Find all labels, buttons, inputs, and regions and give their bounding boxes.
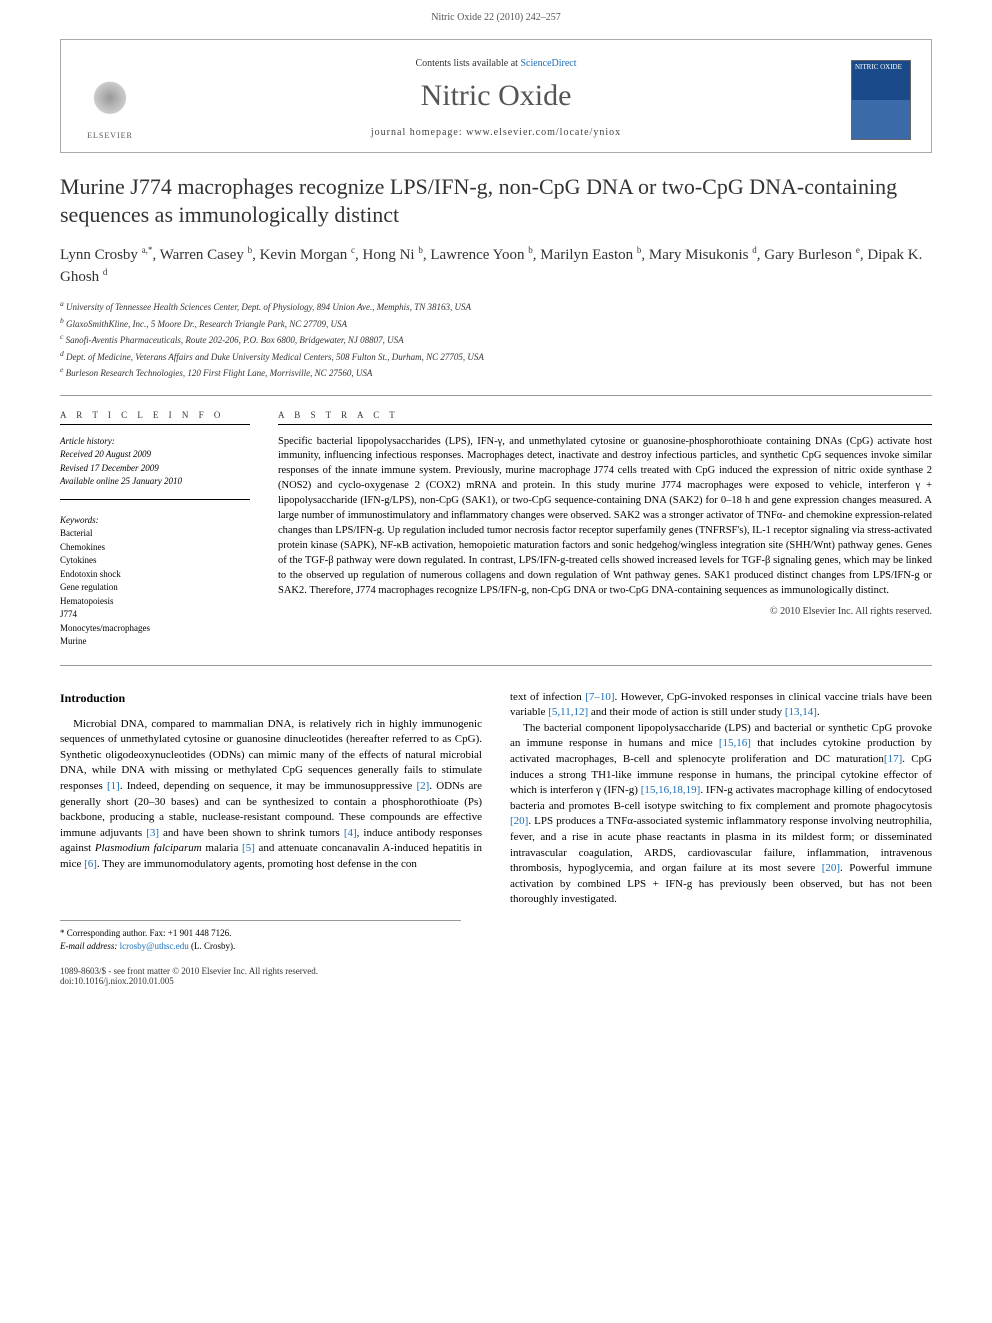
journal-homepage: journal homepage: www.elsevier.com/locat…: [81, 127, 911, 138]
contents-line: Contents lists available at ScienceDirec…: [81, 58, 911, 69]
page-footer: 1089-8603/$ - see front matter © 2010 El…: [0, 952, 992, 1006]
citation-link[interactable]: [20]: [822, 862, 840, 874]
elsevier-logo-text: ELSEVIER: [87, 131, 133, 140]
citation-link[interactable]: [20]: [510, 815, 528, 827]
abstract-copyright: © 2010 Elsevier Inc. All rights reserved…: [278, 606, 932, 617]
revised-date: Revised 17 December 2009: [60, 462, 250, 476]
received-date: Received 20 August 2009: [60, 448, 250, 462]
online-date: Available online 25 January 2010: [60, 475, 250, 489]
keyword: Endotoxin shock: [60, 568, 250, 582]
corr-fax: * Corresponding author. Fax: +1 901 448 …: [60, 927, 461, 940]
abstract-heading: A B S T R A C T: [278, 410, 932, 425]
email-label: E-mail address:: [60, 941, 120, 951]
corr-email-line: E-mail address: lcrosby@uthsc.edu (L. Cr…: [60, 940, 461, 953]
citation-link[interactable]: [4]: [344, 827, 357, 839]
intro-paragraph: text of infection [7–10]. However, CpG-i…: [510, 690, 932, 721]
keyword: Monocytes/macrophages: [60, 622, 250, 636]
article-history: Article history: Received 20 August 2009…: [60, 435, 250, 500]
affiliations: a University of Tennessee Health Science…: [60, 298, 932, 396]
elsevier-tree-icon: [86, 81, 134, 129]
keywords-block: Keywords: BacterialChemokinesCytokinesEn…: [60, 514, 250, 649]
contents-text: Contents lists available at: [415, 58, 520, 69]
introduction-body: Introduction Microbial DNA, compared to …: [60, 690, 932, 909]
home-url[interactable]: www.elsevier.com/locate/yniox: [466, 127, 621, 138]
abstract-column: A B S T R A C T Specific bacterial lipop…: [278, 410, 932, 649]
citation-link[interactable]: [2]: [416, 780, 429, 792]
elsevier-logo: ELSEVIER: [81, 70, 139, 140]
keywords-label: Keywords:: [60, 514, 250, 528]
citation-link[interactable]: [17]: [884, 753, 902, 765]
keyword: Chemokines: [60, 541, 250, 555]
corr-email-link[interactable]: lcrosby@uthsc.edu: [120, 941, 189, 951]
doi-line: doi:10.1016/j.niox.2010.01.005: [60, 976, 932, 986]
corresponding-author-footer: * Corresponding author. Fax: +1 901 448 …: [60, 920, 461, 952]
citation-link[interactable]: [6]: [84, 858, 97, 870]
journal-cover-thumb: NITRIC OXIDE: [851, 60, 911, 140]
citation-link[interactable]: [15,16,18,19]: [641, 784, 701, 796]
keyword: Bacterial: [60, 527, 250, 541]
citation-link[interactable]: [13,14]: [785, 706, 817, 718]
keyword: Murine: [60, 635, 250, 649]
sciencedirect-link[interactable]: ScienceDirect: [520, 58, 576, 69]
home-label: journal homepage:: [371, 127, 466, 138]
introduction-heading: Introduction: [60, 690, 482, 707]
citation-link[interactable]: [1]: [107, 780, 120, 792]
citation-link[interactable]: [5]: [242, 842, 255, 854]
intro-paragraph: Microbial DNA, compared to mammalian DNA…: [60, 717, 482, 873]
journal-title: Nitric Oxide: [81, 79, 911, 113]
citation-link[interactable]: [7–10]: [585, 691, 614, 703]
citation-link[interactable]: [5,11,12]: [548, 706, 588, 718]
history-label: Article history:: [60, 435, 250, 449]
authors-list: Lynn Crosby a,*, Warren Casey b, Kevin M…: [60, 244, 932, 288]
article-info-column: A R T I C L E I N F O Article history: R…: [60, 410, 250, 649]
intro-paragraph: The bacterial component lipopolysacchari…: [510, 721, 932, 908]
article-info-heading: A R T I C L E I N F O: [60, 410, 250, 425]
running-header: Nitric Oxide 22 (2010) 242–257: [0, 0, 992, 31]
citation-link[interactable]: [15,16]: [719, 737, 751, 749]
keyword: Cytokines: [60, 554, 250, 568]
keyword: J774: [60, 608, 250, 622]
keyword: Gene regulation: [60, 581, 250, 595]
citation-link[interactable]: [3]: [146, 827, 159, 839]
keyword: Hematopoiesis: [60, 595, 250, 609]
corr-email-tail: (L. Crosby).: [189, 941, 236, 951]
journal-masthead: ELSEVIER NITRIC OXIDE Contents lists ava…: [60, 39, 932, 153]
article-title: Murine J774 macrophages recognize LPS/IF…: [60, 173, 932, 228]
abstract-text: Specific bacterial lipopolysaccharides (…: [278, 435, 932, 599]
front-matter-line: 1089-8603/$ - see front matter © 2010 El…: [60, 966, 932, 976]
